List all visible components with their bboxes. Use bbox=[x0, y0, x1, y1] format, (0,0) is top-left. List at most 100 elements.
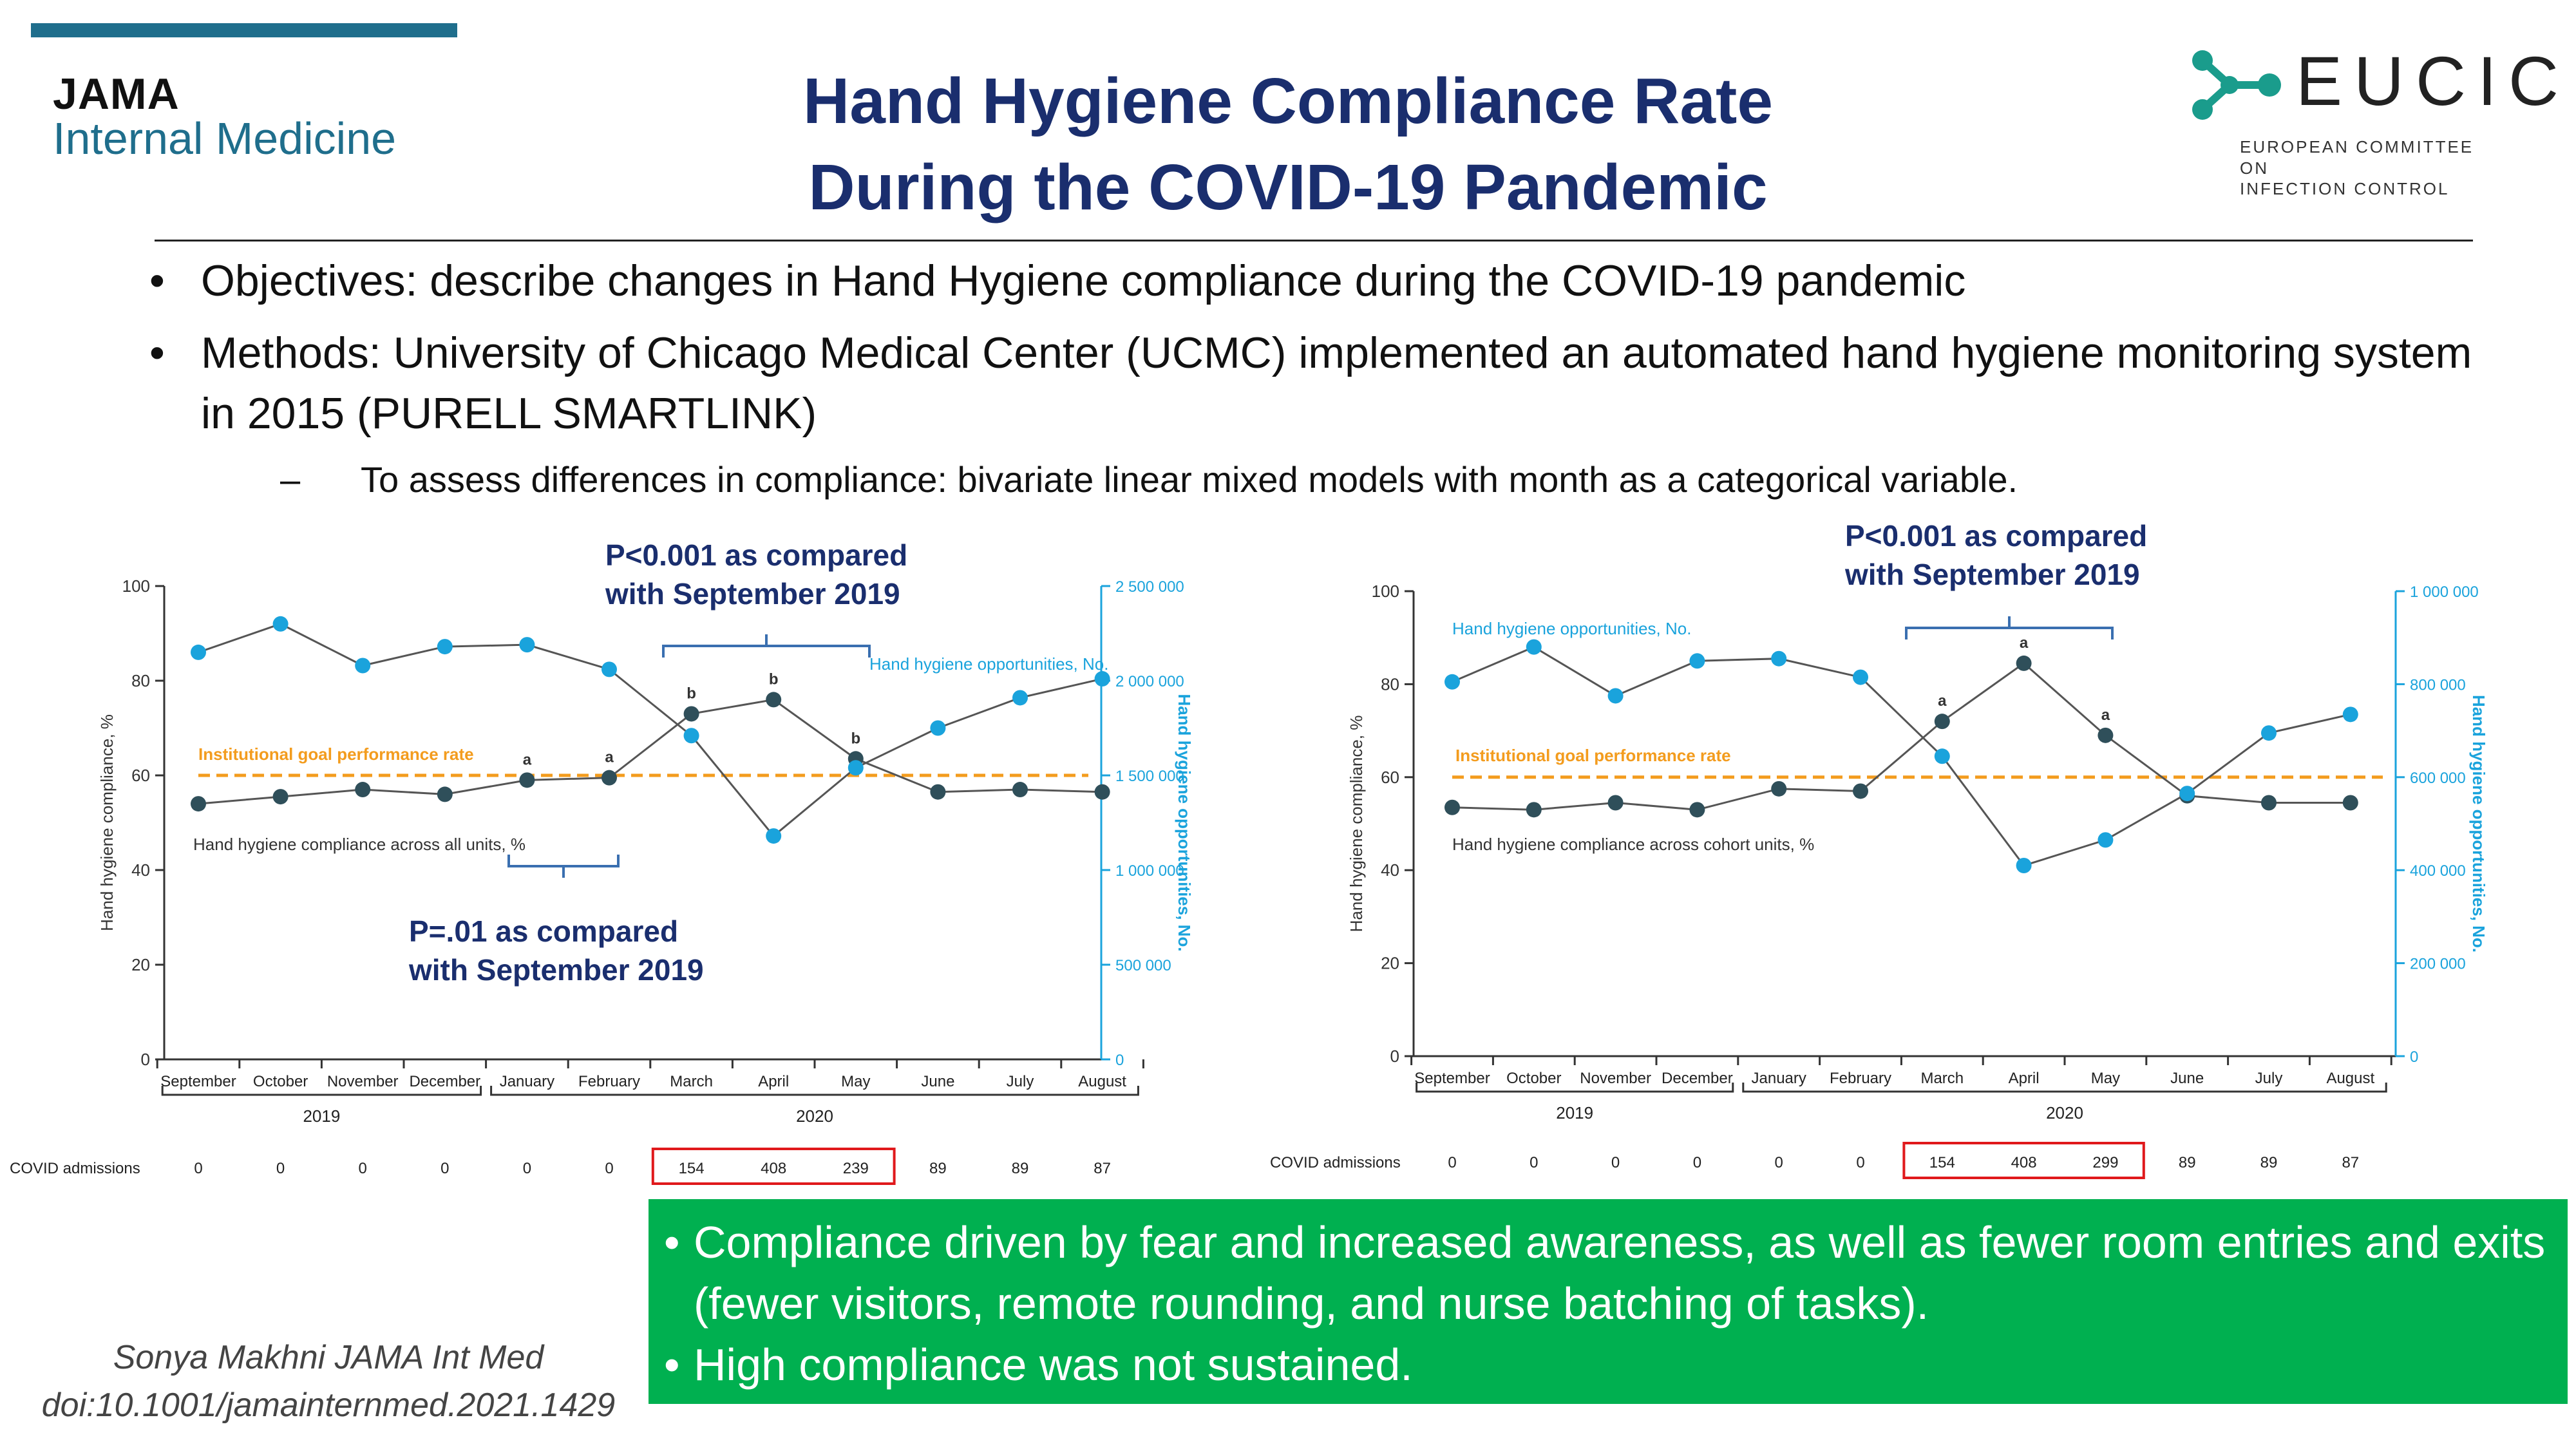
bullet-methods: • Methods: University of Chicago Medical… bbox=[149, 323, 2500, 444]
x-tick-label: July bbox=[2255, 1070, 2283, 1087]
finding-item: • Compliance driven by fear and increase… bbox=[664, 1212, 2548, 1334]
significance-marker: b bbox=[687, 685, 696, 702]
annotation-text: P=.01 as compared bbox=[409, 914, 678, 948]
covid-peak-highlight-box bbox=[1902, 1142, 2145, 1179]
sub-bullet-analysis-text: To assess differences in compliance: biv… bbox=[361, 459, 2018, 500]
goal-line-label: Institutional goal performance rate bbox=[1455, 746, 1731, 765]
compliance-point bbox=[1444, 799, 1460, 815]
title-line-2: During the COVID-19 Pandemic bbox=[808, 151, 1768, 223]
x-tick-label: February bbox=[578, 1073, 640, 1090]
compliance-point bbox=[1526, 802, 1542, 818]
opportunities-point bbox=[1094, 671, 1110, 687]
y2-tick-label: 2 000 000 bbox=[1115, 673, 1184, 690]
covid-admissions-value: 0 bbox=[523, 1160, 531, 1177]
y-tick-label: 80 bbox=[131, 671, 150, 690]
compliance-point bbox=[437, 786, 453, 802]
y2-tick-label: 200 000 bbox=[2410, 956, 2466, 973]
series-label: Hand hygiene compliance across cohort un… bbox=[1452, 835, 1814, 854]
findings-box: • Compliance driven by fear and increase… bbox=[649, 1199, 2568, 1404]
opportunities-point bbox=[2016, 857, 2032, 873]
y2-tick-label: 500 000 bbox=[1115, 957, 1171, 974]
opportunities-point bbox=[1526, 639, 1542, 655]
opportunities-point bbox=[1934, 748, 1950, 764]
annotation-text: P<0.001 as compared bbox=[605, 538, 907, 572]
y-tick-label: 0 bbox=[1390, 1046, 1399, 1066]
significance-marker: a bbox=[2020, 634, 2029, 652]
series-line bbox=[198, 623, 1103, 838]
y2-tick-label: 1 500 000 bbox=[1115, 768, 1184, 785]
covid-admissions-value: 89 bbox=[2179, 1154, 2196, 1171]
y2-tick-label: 2 500 000 bbox=[1115, 578, 1184, 596]
opportunities-point bbox=[2342, 706, 2358, 723]
sub-bullet-dash: – bbox=[280, 459, 301, 500]
citation-line-1: Sonya Makhni JAMA Int Med bbox=[113, 1339, 544, 1376]
covid-admissions-value: 0 bbox=[276, 1160, 285, 1177]
x-tick-label: July bbox=[1007, 1073, 1034, 1090]
compliance-point bbox=[519, 772, 535, 788]
header-divider bbox=[155, 240, 2473, 242]
covid-admissions-value: 408 bbox=[761, 1160, 786, 1177]
y2-tick-label: 1 000 000 bbox=[2410, 583, 2479, 601]
compliance-point bbox=[272, 789, 289, 805]
significance-marker: b bbox=[851, 730, 860, 747]
header-accent-bar bbox=[31, 23, 457, 37]
opportunities-point bbox=[2179, 786, 2195, 802]
compliance-point bbox=[1853, 783, 1868, 799]
covid-admissions-value: 239 bbox=[843, 1160, 869, 1177]
bullet-dot: • bbox=[149, 328, 165, 377]
annotation-text: with September 2019 bbox=[1844, 558, 2140, 591]
year-group-bracket bbox=[490, 1086, 1139, 1096]
opportunities-point bbox=[519, 637, 535, 653]
covid-admissions-value: 408 bbox=[2011, 1154, 2037, 1171]
significance-marker: a bbox=[1938, 692, 1947, 710]
series-line bbox=[198, 698, 1103, 805]
y2-tick-label: 600 000 bbox=[2410, 770, 2466, 787]
covid-admissions-label: COVID admissions bbox=[1270, 1154, 1401, 1171]
bullet-objectives-text: Objectives: describe changes in Hand Hyg… bbox=[201, 256, 1966, 305]
citation: Sonya Makhni JAMA Int Med doi:10.1001/ja… bbox=[19, 1334, 638, 1430]
year-group-bracket bbox=[161, 1086, 482, 1096]
chart-cohort-units: 0 20 40 60 80 100 0 200 000 400 000 600 000 800 00… bbox=[1270, 519, 2488, 1179]
compliance-point bbox=[930, 784, 946, 800]
y-tick-label: 60 bbox=[131, 766, 150, 785]
covid-admissions-value: 89 bbox=[929, 1160, 947, 1177]
significance-marker: b bbox=[769, 670, 779, 688]
compliance-point bbox=[1607, 795, 1624, 811]
year-group-label: 2020 bbox=[796, 1106, 833, 1126]
covid-admissions-value: 299 bbox=[2092, 1154, 2118, 1171]
covid-admissions-value: 89 bbox=[1012, 1160, 1029, 1177]
covid-admissions-value: 0 bbox=[1530, 1154, 1538, 1171]
covid-admissions-value: 0 bbox=[1611, 1154, 1620, 1171]
compliance-point bbox=[191, 796, 206, 812]
y-axis-title: Hand hygiene compliance, % bbox=[1347, 715, 1366, 933]
covid-admissions-value: 89 bbox=[2260, 1154, 2278, 1171]
journal-name: JAMA bbox=[53, 70, 180, 118]
covid-admissions-value: 0 bbox=[1775, 1154, 1783, 1171]
covid-admissions-value: 0 bbox=[1448, 1154, 1456, 1171]
x-tick-label: April bbox=[2009, 1070, 2040, 1087]
x-tick-label: August bbox=[1078, 1073, 1126, 1090]
y-tick-label: 40 bbox=[131, 860, 150, 880]
year-group-label: 2020 bbox=[2046, 1103, 2083, 1122]
covid-admissions-value: 0 bbox=[440, 1160, 449, 1177]
y-axis-title: Hand hygiene compliance, % bbox=[97, 714, 117, 931]
year-group-label: 2019 bbox=[1556, 1103, 1593, 1122]
annotation-bracket bbox=[1905, 616, 2114, 639]
y-tick-label: 20 bbox=[131, 955, 150, 974]
org-subtitle-line-2: INFECTION CONTROL bbox=[2240, 179, 2450, 198]
compliance-point bbox=[1771, 781, 1787, 797]
x-tick-label: November bbox=[1580, 1070, 1651, 1087]
finding-text: High compliance was not sustained. bbox=[694, 1340, 1413, 1390]
org-subtitle-line-1: EUROPEAN COMMITTEE ON bbox=[2240, 137, 2474, 178]
opportunities-point bbox=[1012, 690, 1028, 706]
y-tick-label: 60 bbox=[1381, 768, 1399, 787]
y2-tick-label: 0 bbox=[2410, 1048, 2418, 1066]
annotation-bracket bbox=[507, 855, 620, 878]
covid-admissions-value: 0 bbox=[1856, 1154, 1864, 1171]
bullet-methods-text: Methods: University of Chicago Medical C… bbox=[201, 328, 2472, 438]
y2-tick-label: 400 000 bbox=[2410, 862, 2466, 880]
covid-admissions-value: 87 bbox=[2342, 1154, 2359, 1171]
year-group-bracket bbox=[1742, 1083, 2387, 1093]
y2-axis-title: Hand hygiene opportunities, No. bbox=[1175, 694, 1194, 951]
bullet-dot: • bbox=[664, 1340, 680, 1390]
